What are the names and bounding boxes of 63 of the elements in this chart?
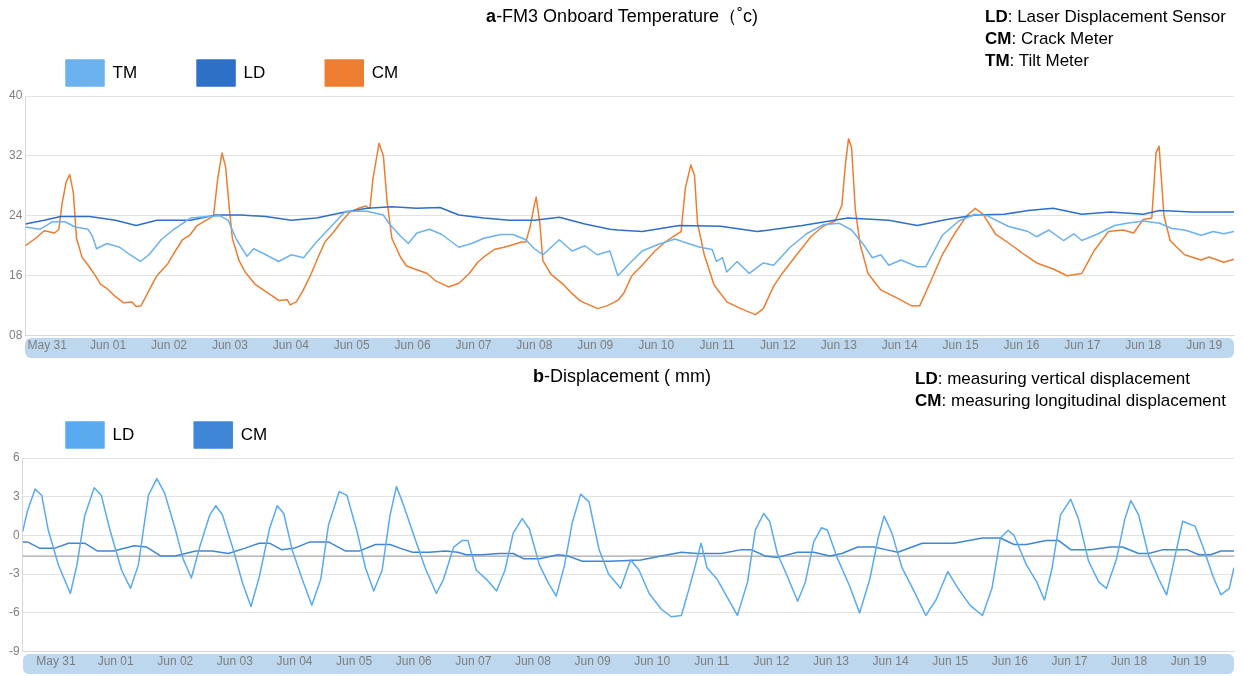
x-tick-label: Jun 12 — [753, 654, 790, 669]
x-tick-label: Jun 10 — [634, 654, 671, 669]
y-tick-label: 3 — [12, 489, 20, 504]
x-tick-label: Jun 14 — [872, 654, 909, 669]
x-tick-label: Jun 03 — [211, 338, 249, 353]
x-tick-label: Jun 11 — [694, 654, 730, 669]
x-tick-label: Jun 17 — [1051, 654, 1088, 669]
y-tick-label: 6 — [12, 450, 20, 465]
text: LD: measuring vertical displacement — [915, 368, 1192, 390]
text: CM: Crack Meter — [985, 28, 1115, 50]
chart-title: b-Displacement ( mm) — [532, 366, 712, 386]
x-tick-label: Jun 12 — [759, 338, 797, 353]
x-tick-label: Jun 05 — [333, 338, 371, 353]
y-tick-label: 0 — [12, 527, 20, 542]
x-tick-label: Jun 07 — [455, 338, 492, 353]
x-tick-label: Jun 03 — [216, 654, 254, 669]
x-tick-label: May 31 — [27, 338, 68, 353]
x-tick-label: Jun 05 — [336, 654, 373, 669]
y-tick-label: 24 — [8, 208, 23, 223]
x-tick-label: Jun 02 — [151, 338, 188, 353]
x-tick-label: Jun 15 — [932, 654, 969, 669]
x-tick-label: Jun 07 — [455, 654, 492, 669]
x-tick-label: Jun 10 — [638, 338, 675, 353]
y-tick-label: -3 — [9, 566, 20, 581]
x-tick-label: May 31 — [36, 654, 77, 669]
y-tick-label: 40 — [8, 88, 23, 103]
chart-title: a-FM3 Onboard Temperature（˚c) — [486, 6, 758, 26]
y-tick-label: -6 — [9, 605, 20, 620]
text: LD: Laser Displacement Sensor — [985, 6, 1226, 28]
x-tick-label: Jun 06 — [394, 338, 431, 353]
x-tick-label: Jun 17 — [1064, 338, 1101, 353]
x-tick-label: Jun 11 — [699, 338, 735, 353]
x-tick-label: Jun 18 — [1125, 338, 1162, 353]
x-tick-label: Jun 14 — [881, 338, 919, 353]
x-tick-label: Jun 06 — [395, 654, 433, 669]
legend-label: LD — [243, 62, 266, 82]
x-tick-label: Jun 08 — [516, 338, 553, 353]
x-tick-label: Jun 16 — [1003, 338, 1040, 353]
y-tick-label: 32 — [8, 148, 23, 163]
x-tick-label: Jun 13 — [820, 338, 858, 353]
text: CM: measuring longitudinal displacement — [915, 390, 1226, 412]
x-tick-label: Jun 18 — [1111, 654, 1148, 669]
legend-label: CM — [240, 424, 268, 444]
legend-label: CM — [371, 62, 399, 82]
legend-label: TM — [112, 62, 138, 82]
x-tick-label: Jun 01 — [97, 654, 134, 669]
text: TM: Tilt Meter — [985, 50, 1090, 72]
y-tick-label: 16 — [8, 268, 23, 283]
x-tick-label: Jun 08 — [514, 654, 552, 669]
x-tick-label: Jun 09 — [577, 338, 614, 353]
x-tick-label: Jun 19 — [1170, 654, 1208, 669]
x-tick-label: Jun 19 — [1186, 338, 1223, 353]
x-tick-label: Jun 13 — [813, 654, 850, 669]
x-tick-label: Jun 04 — [272, 338, 310, 353]
x-tick-label: Jun 09 — [574, 654, 611, 669]
y-tick-label: -9 — [9, 643, 20, 658]
x-tick-label: Jun 16 — [991, 654, 1029, 669]
x-tick-label: Jun 04 — [276, 654, 313, 669]
x-tick-label: Jun 02 — [157, 654, 194, 669]
x-tick-label: Jun 15 — [942, 338, 979, 353]
y-tick-label: 08 — [8, 327, 23, 342]
x-tick-label: Jun 01 — [90, 338, 127, 353]
legend-label: LD — [112, 424, 135, 444]
